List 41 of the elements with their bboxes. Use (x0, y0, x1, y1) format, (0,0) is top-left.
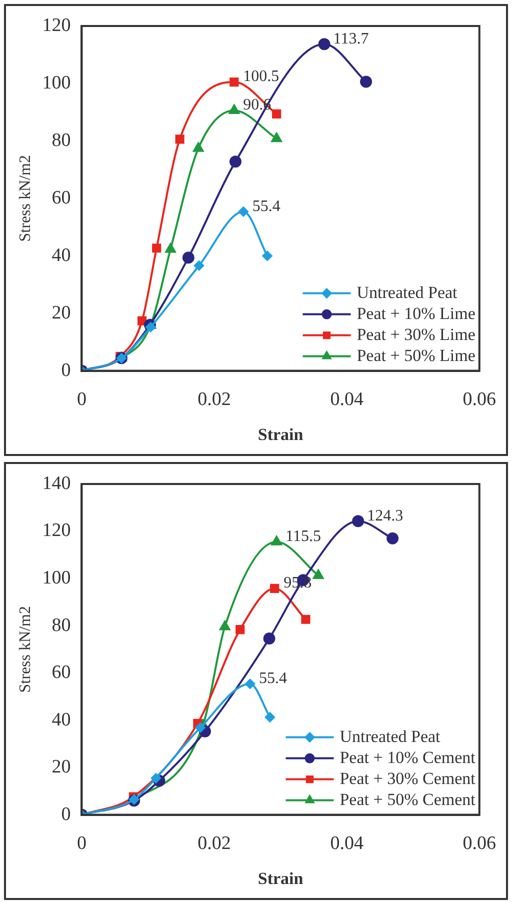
x-tick-label: 0.06 (462, 389, 496, 410)
annotation: 113.7 (333, 30, 369, 48)
y-tick-label: 140 (42, 472, 71, 494)
legend-label: Peat + 30% Lime (356, 324, 476, 344)
x-tick-label: 0 (76, 833, 86, 854)
y-tick-label: 0 (61, 360, 71, 381)
y-tick-label: 80 (52, 130, 71, 151)
x-tick-label: 0.02 (198, 389, 231, 410)
x-tick-label: 0.02 (198, 833, 231, 854)
y-tick-label: 100 (42, 568, 71, 588)
x-tick-label: 0.04 (330, 833, 364, 854)
legend-label: Untreated Peat (340, 726, 441, 746)
y-tick-label: 80 (52, 614, 71, 636)
annotation: 55.4 (252, 198, 280, 215)
y-tick-label: 20 (52, 302, 71, 324)
y-tick-label: 20 (52, 756, 71, 778)
legend-label: Peat + 30% Cement (340, 768, 476, 788)
x-tick-label: 0.06 (462, 833, 496, 854)
y-tick-label: 100 (42, 72, 71, 94)
y-tick-label: 40 (52, 244, 71, 266)
y-axis-title: Stress kN/m2 (16, 606, 34, 693)
annotation: 124.3 (367, 507, 404, 524)
x-axis-title: Strain (258, 425, 304, 444)
y-tick-label: 60 (52, 187, 71, 208)
y-tick-label: 60 (52, 662, 71, 684)
y-tick-label: 0 (61, 804, 71, 825)
legend-label: Peat + 50% Lime (356, 346, 476, 365)
annotation: 55.4 (259, 670, 288, 688)
annotation: 115.5 (286, 528, 321, 546)
legend-label: Untreated Peat (356, 282, 458, 302)
legend-label: Peat + 50% Cement (340, 790, 476, 809)
y-tick-label: 120 (42, 520, 71, 542)
y-tick-label: 120 (42, 14, 71, 36)
legend-label: Peat + 10% Cement (340, 748, 476, 767)
y-axis-title: Stress kN/m2 (16, 155, 34, 242)
x-tick-label: 0.04 (330, 389, 364, 410)
y-tick-label: 40 (52, 709, 71, 730)
annotation: 100.5 (243, 68, 280, 86)
x-tick-label: 0 (76, 389, 86, 410)
legend-label: Peat + 10% Lime (356, 304, 476, 323)
x-axis-title: Strain (258, 869, 304, 888)
